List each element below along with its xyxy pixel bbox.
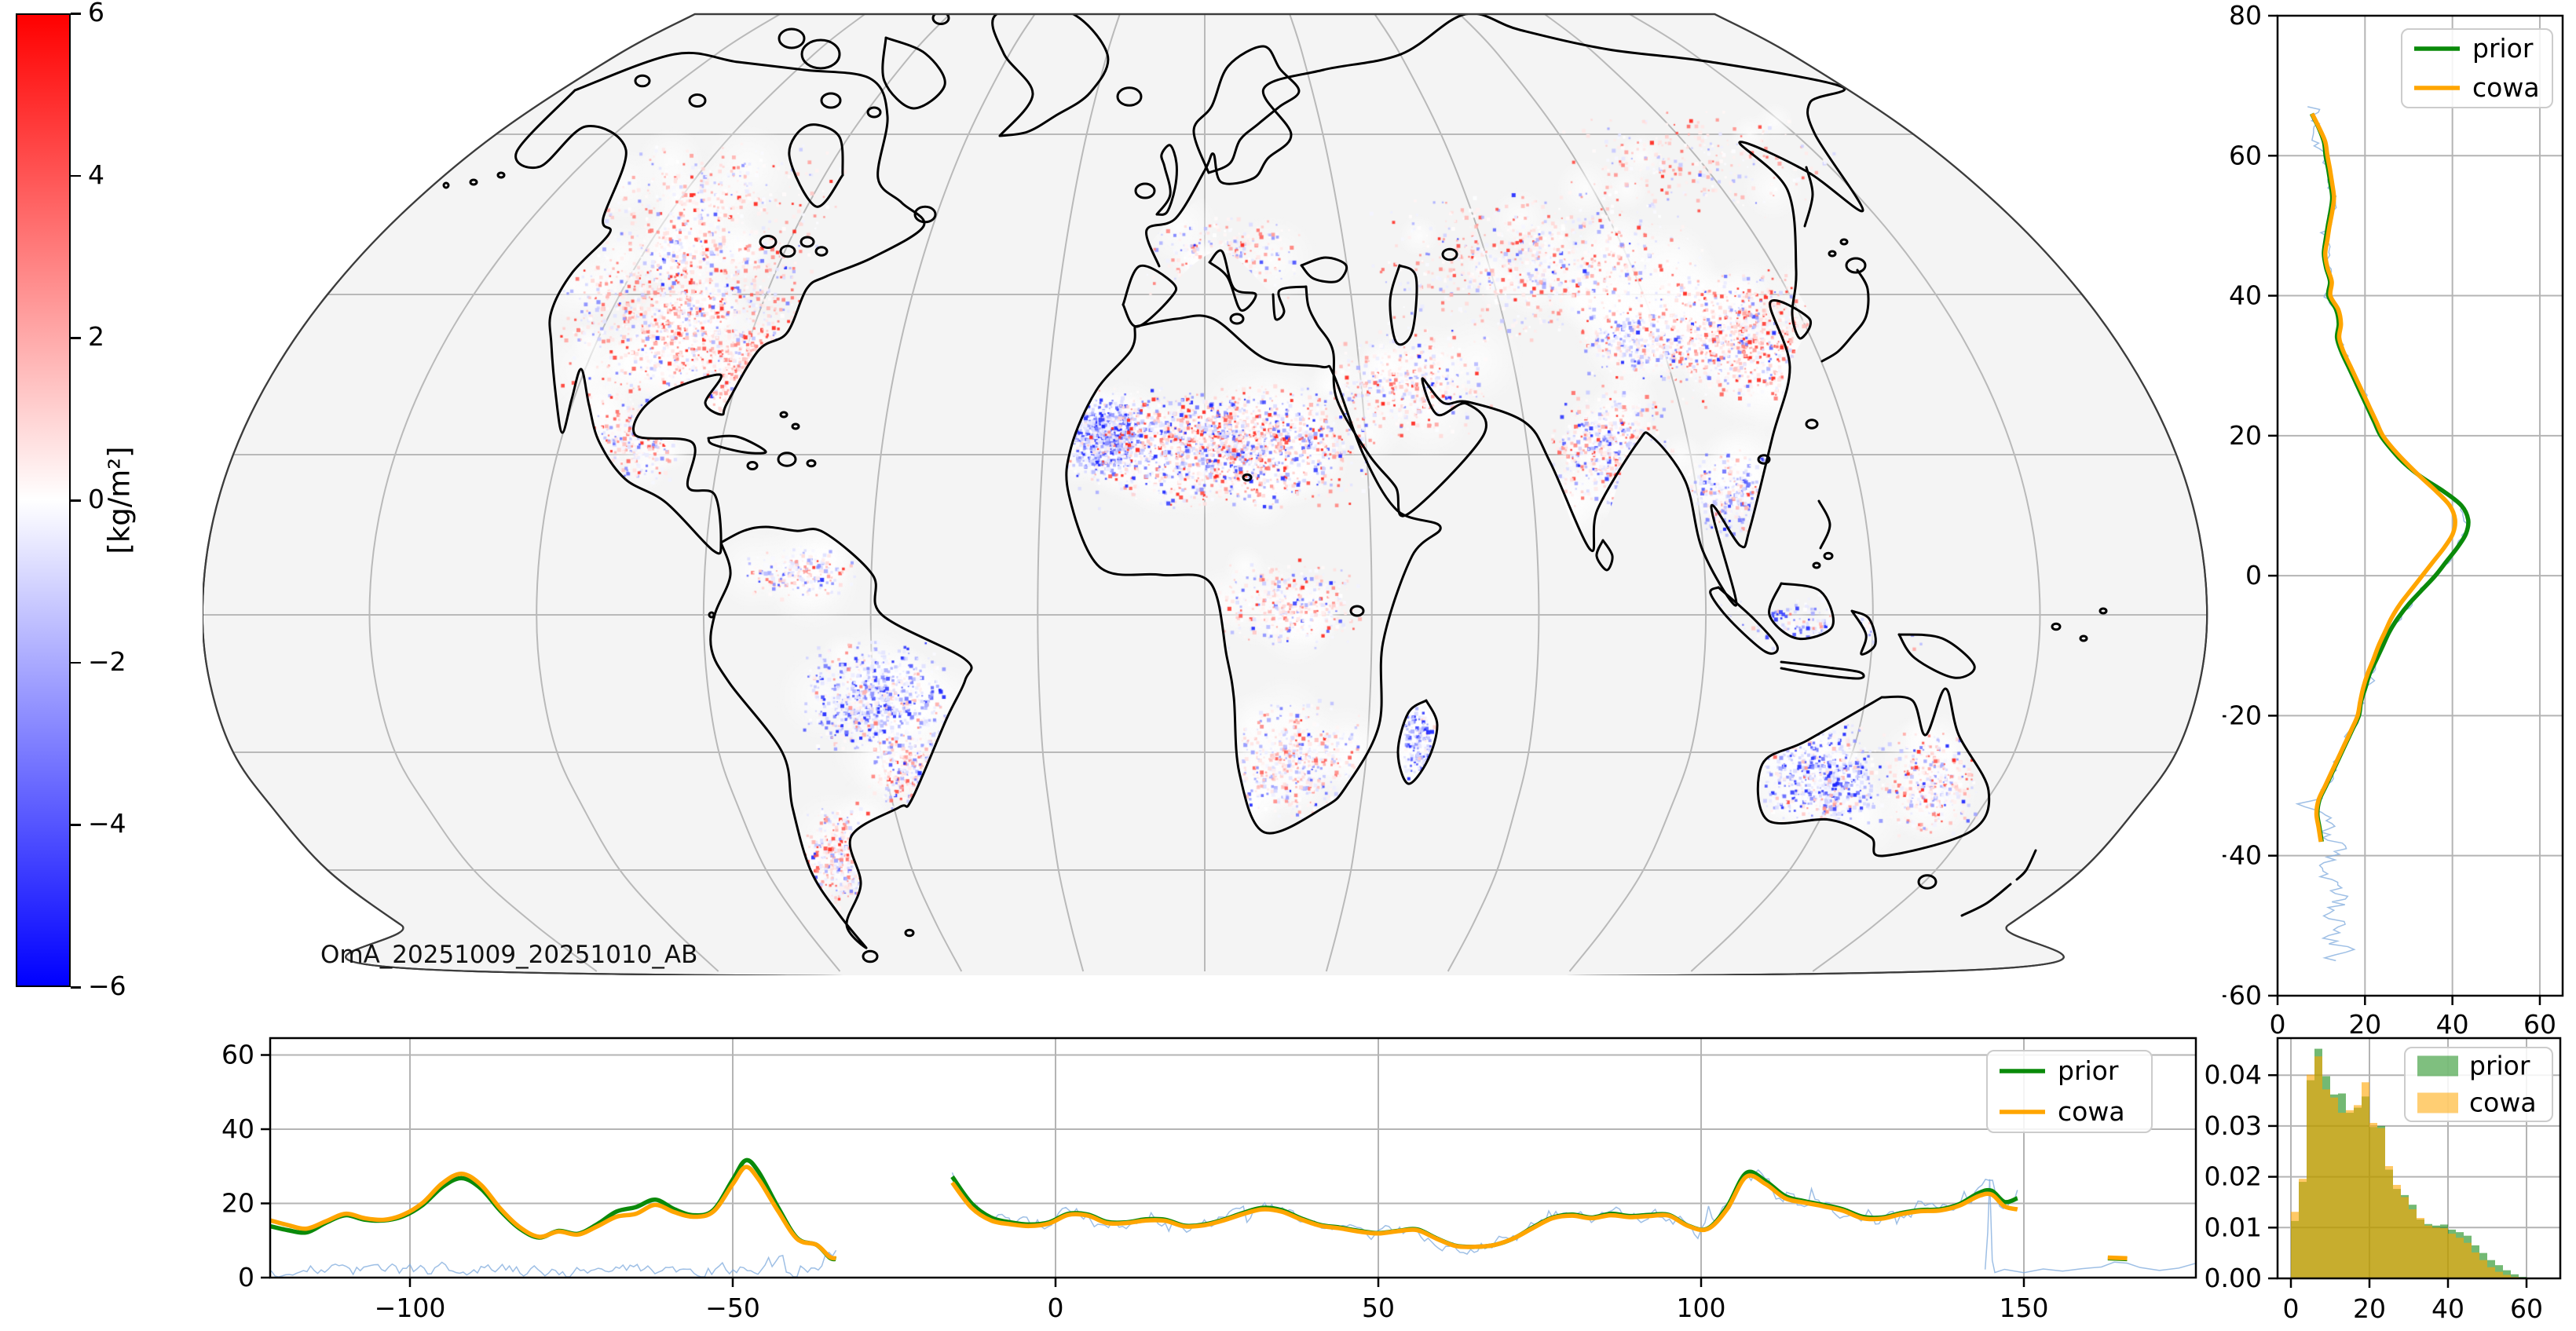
- tick-label: 80: [2229, 0, 2262, 31]
- cowa-line: [950, 1173, 2018, 1249]
- colorbar-tick-mark: [71, 661, 81, 664]
- legend: prior cowa: [2401, 28, 2553, 108]
- meridional-profile-panel: 0 20 40 60 −100 −50 0 50 100 150 prior cowa: [221, 1037, 2197, 1323]
- tick-label: 0.03: [2205, 1110, 2262, 1141]
- tick-label: −20: [2223, 700, 2262, 730]
- tick-label: 40: [221, 1113, 254, 1144]
- cowa-line: [2310, 112, 2457, 843]
- legend-patch-cowa: [2417, 1092, 2458, 1113]
- map-annotation: OmA_20251009_20251010_AB: [320, 941, 698, 969]
- tick-label: 50: [1362, 1293, 1395, 1323]
- colorbar-tick-mark: [71, 337, 81, 339]
- cowa-line: [2107, 1255, 2128, 1261]
- colorbar-tick-mark: [71, 824, 81, 826]
- map-coastlines-layer: [203, 13, 2208, 975]
- tick-label: −50: [705, 1293, 760, 1323]
- axes-frame: [2276, 1037, 2562, 1280]
- legend-label-cowa: cowa: [2472, 72, 2540, 103]
- gridlines: [270, 1038, 2196, 1278]
- colorbar-tick-label: 6: [88, 0, 104, 27]
- tick-label: 0: [2283, 1293, 2300, 1324]
- tick-label: −100: [375, 1293, 446, 1323]
- colorbar-tick-label: −4: [88, 808, 126, 839]
- tick-marks: [2268, 14, 2541, 1005]
- colorbar-tick-label: −2: [88, 645, 126, 677]
- colorbar-tick-label: −6: [88, 970, 126, 1001]
- tick-marks: [2268, 1073, 2528, 1288]
- colorbar-axis-label: [kg/m²]: [102, 446, 137, 554]
- histogram-panel: 0.00 0.01 0.02 0.03 0.04 0 20 40 60 prior cowa: [2205, 1037, 2562, 1324]
- tick-label: 20: [2229, 420, 2262, 451]
- tick-label: 20: [2353, 1293, 2386, 1324]
- tick-label: 60: [2229, 140, 2262, 170]
- legend: prior cowa: [2404, 1047, 2553, 1122]
- tick-marks: [261, 1054, 2025, 1287]
- legend-label-prior: prior: [2469, 1051, 2530, 1081]
- tick-label: 0.02: [2205, 1161, 2262, 1192]
- tick-label: −60: [2223, 980, 2262, 1011]
- tick-label: 0: [2270, 1009, 2286, 1037]
- legend-label-cowa: cowa: [2058, 1096, 2125, 1127]
- obs-noise-tail: [1984, 1179, 2196, 1274]
- legend-label-prior: prior: [2472, 33, 2534, 64]
- axes-frame: [2276, 14, 2564, 997]
- colorbar-gradient: [16, 13, 71, 987]
- tick-label: 40: [2229, 280, 2262, 311]
- legend-label-prior: prior: [2058, 1055, 2119, 1086]
- colorbar-tick-mark: [71, 499, 81, 502]
- tick-label: 0: [238, 1262, 254, 1293]
- axes-frame: [269, 1037, 2197, 1279]
- colorbar-tick-label: 2: [88, 321, 104, 353]
- legend-patch-prior: [2417, 1055, 2458, 1077]
- coastlines: [442, 14, 2108, 964]
- obs-noise-line: [270, 1249, 837, 1278]
- tick-label: 0: [2245, 560, 2262, 591]
- tick-label: 60: [2523, 1009, 2556, 1037]
- legend: prior cowa: [1986, 1050, 2153, 1133]
- colorbar-tick-label: 4: [88, 159, 104, 190]
- cowa-line: [270, 1165, 837, 1261]
- tick-label: 0.04: [2205, 1059, 2262, 1090]
- tick-label: 60: [221, 1040, 254, 1070]
- legend-label-cowa: cowa: [2469, 1088, 2537, 1118]
- colorbar-tick-mark: [71, 13, 81, 15]
- colorbar-tick-label: 0: [88, 483, 104, 514]
- tick-label: 20: [221, 1188, 254, 1219]
- tick-label: 0.01: [2205, 1212, 2262, 1242]
- tick-label: 20: [2348, 1009, 2381, 1037]
- tick-label: 40: [2431, 1293, 2464, 1324]
- obs-noise-line: [2295, 106, 2471, 962]
- tick-label: 0: [1048, 1293, 1064, 1323]
- world-map: [203, 6, 2208, 975]
- colorbar-tick-mark: [71, 986, 81, 989]
- tick-label: 0.00: [2205, 1263, 2262, 1293]
- hist-bars-cowa: [2291, 1056, 2527, 1278]
- zonal-profile-panel: 80 60 40 20 0 −20 −40 −60 0 20 40 60 prior cowa: [2223, 0, 2564, 1037]
- tick-label: 100: [1677, 1293, 1726, 1323]
- tick-label: 60: [2510, 1293, 2543, 1324]
- tick-label: 150: [2000, 1293, 2049, 1323]
- tick-label: −40: [2223, 840, 2262, 871]
- colorbar-tick-mark: [71, 174, 81, 177]
- tick-label: 40: [2436, 1009, 2469, 1037]
